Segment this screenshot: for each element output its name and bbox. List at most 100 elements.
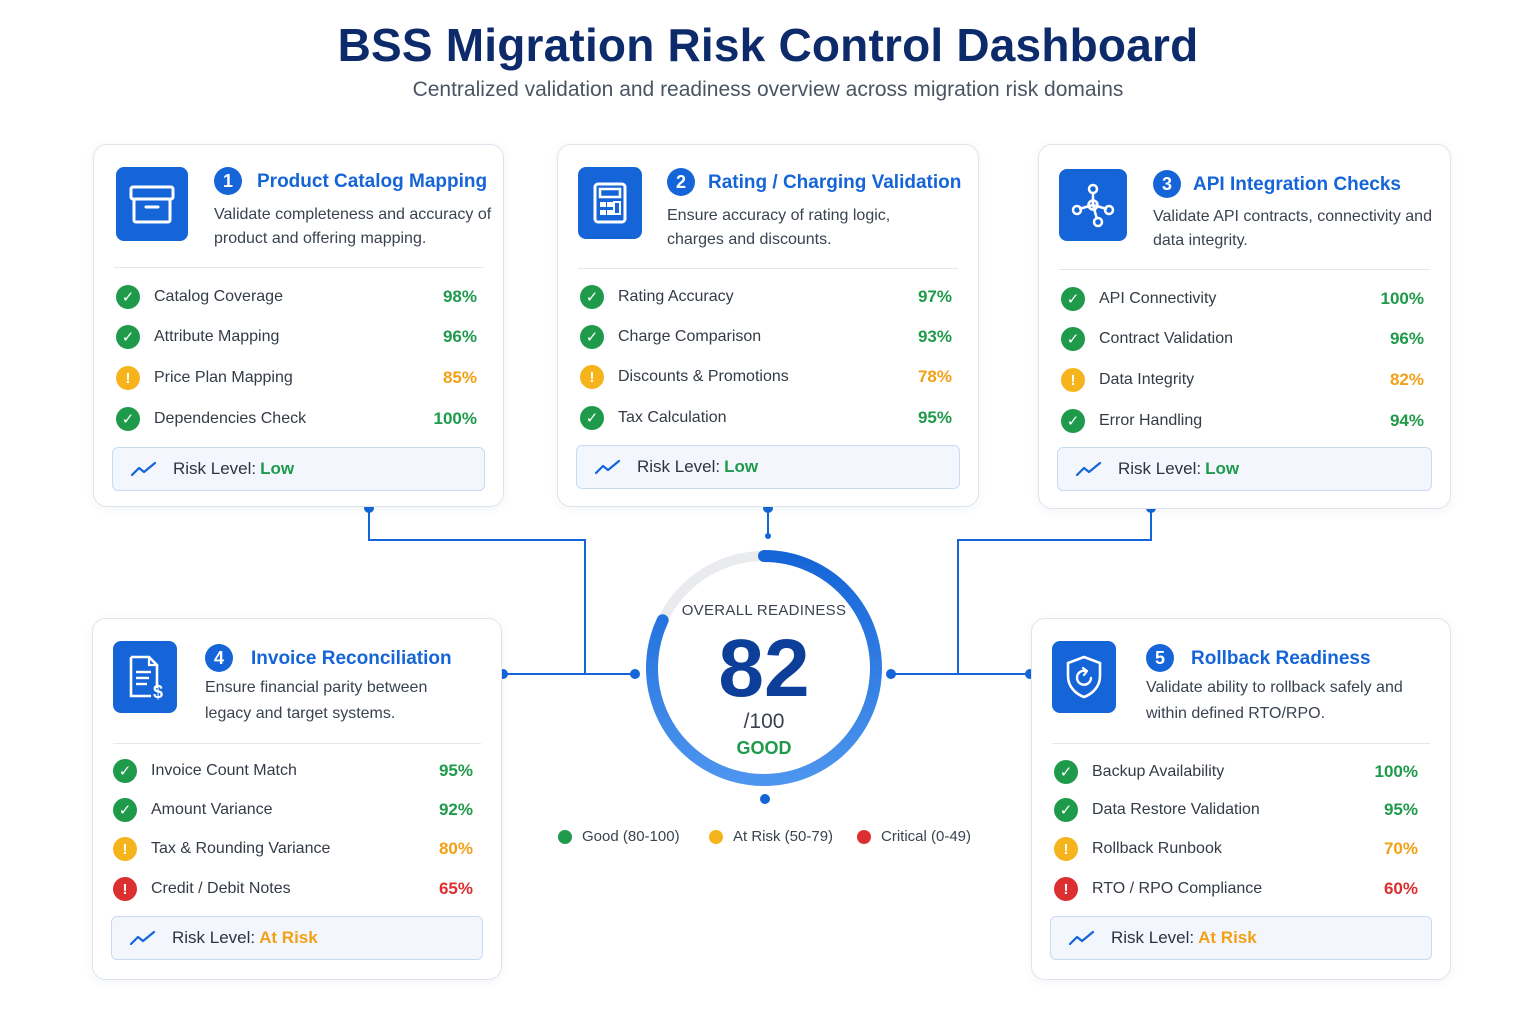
metric-value: 96% [442, 327, 477, 346]
metric-value: 98% [442, 287, 477, 306]
metric-label: Invoice Count Match [151, 762, 297, 779]
risk-level-value: Low [260, 459, 295, 478]
card-number-badge: 2 [667, 168, 695, 196]
card-number-badge: 3 [1153, 170, 1181, 198]
metric-label: Dependencies Check [154, 410, 307, 427]
svg-text:$: $ [153, 682, 163, 700]
metric-value: 100% [1380, 289, 1424, 308]
warning-icon: ! [113, 837, 137, 861]
metric-value: 94% [1389, 411, 1424, 430]
metric-label: Discounts & Promotions [618, 368, 789, 385]
check-icon: ✓ [1054, 760, 1078, 784]
metric-label: Rating Accuracy [618, 288, 734, 305]
check-icon: ✓ [1061, 287, 1085, 311]
check-icon: ✓ [1061, 409, 1085, 433]
check-icon: ✓ [116, 285, 140, 309]
metric-label: Price Plan Mapping [154, 369, 293, 386]
check-icon: ✓ [116, 325, 140, 349]
metric-value: 100% [433, 409, 477, 428]
risk-level-value: Low [1205, 459, 1240, 478]
metric-row: ✓ Charge Comparison 93% [580, 322, 952, 352]
legend-dot [857, 829, 871, 844]
card-description: Validate ability to rollback safely and … [1146, 679, 1403, 722]
warning-icon: ! [1061, 368, 1085, 392]
gauge-progress-arc [646, 550, 882, 786]
metric-label: Catalog Coverage [154, 288, 283, 305]
card-title: API Integration Checks [1193, 174, 1401, 195]
legend-label: Critical (0-49) [881, 828, 972, 845]
metric-value: 85% [442, 368, 477, 387]
trend-icon [131, 461, 157, 477]
metric-label: Tax Calculation [618, 409, 727, 426]
risk-level-bar: Risk Level: Low [576, 445, 960, 489]
metric-row: ✓ Attribute Mapping 96% [116, 322, 477, 352]
gauge-rating: GOOD [736, 738, 792, 758]
metric-label: RTO / RPO Compliance [1092, 880, 1263, 897]
risk-level-label: Risk Level: [173, 459, 257, 478]
card-api-integration-checks[interactable]: 3 API Integration Checks Validate API co… [1038, 144, 1451, 509]
shield-icon [1052, 641, 1116, 713]
metric-label: Credit / Debit Notes [151, 880, 291, 897]
page-title: BSS Migration Risk Control Dashboard [337, 19, 1199, 71]
card-product-catalog-mapping[interactable]: 1 Product Catalog Mapping Validate compl… [93, 144, 504, 507]
metric-row: ! Tax & Rounding Variance 80% [113, 834, 473, 864]
metric-row: ! Rollback Runbook 70% [1054, 834, 1418, 864]
card-number-badge: 1 [214, 167, 242, 195]
check-icon: ✓ [580, 325, 604, 349]
metric-row: ✓ Dependencies Check 100% [116, 404, 477, 434]
metric-value: 95% [917, 408, 952, 427]
invoice-icon: $ [113, 641, 177, 713]
metric-row: ✓ Amount Variance 92% [113, 795, 473, 825]
warning-icon: ! [580, 365, 604, 389]
risk-level-label: Risk Level: [637, 457, 721, 476]
metric-row: ✓ Backup Availability 100% [1054, 757, 1418, 787]
card-rating-charging-validation[interactable]: 2 Rating / Charging Validation Ensure ac… [557, 144, 979, 507]
trend-icon [130, 930, 156, 946]
metric-label: Tax & Rounding Variance [151, 840, 331, 857]
warning-icon: ! [1054, 837, 1078, 861]
metric-row: ! Data Integrity 82% [1061, 365, 1424, 395]
card-invoice-reconciliation[interactable]: $ 4 Invoice Reconciliation Ensure financ… [92, 618, 502, 980]
metric-row: ! Discounts & Promotions 78% [580, 362, 952, 392]
metric-value: 95% [1383, 800, 1418, 819]
metric-value: 93% [917, 327, 952, 346]
metric-value: 80% [438, 839, 473, 858]
check-icon: ✓ [1061, 327, 1085, 351]
legend-at-risk: At Risk (50-79) [709, 828, 833, 845]
metric-row: ✓ Tax Calculation 95% [580, 403, 952, 433]
risk-level-bar: Risk Level: Low [112, 447, 485, 491]
risk-level-value: At Risk [1198, 928, 1257, 947]
box-icon [116, 167, 188, 241]
trend-icon [595, 459, 621, 475]
metric-value: 96% [1389, 329, 1424, 348]
metric-label: Backup Availability [1092, 763, 1225, 780]
metric-row: ✓ Rating Accuracy 97% [580, 282, 952, 312]
card-divider [113, 743, 481, 744]
check-icon: ✓ [113, 798, 137, 822]
metric-label: API Connectivity [1099, 290, 1217, 307]
metric-label: Contract Validation [1099, 330, 1233, 347]
metric-row: ! Price Plan Mapping 85% [116, 363, 477, 393]
card-number-badge: 4 [205, 644, 233, 672]
metric-label: Attribute Mapping [154, 328, 280, 345]
card-rollback-readiness[interactable]: 5 Rollback Readiness Validate ability to… [1031, 618, 1451, 980]
card-number-badge: 5 [1146, 644, 1174, 672]
card-divider [1052, 743, 1430, 744]
legend-dot [709, 829, 723, 844]
metric-label: Data Integrity [1099, 371, 1195, 388]
check-icon: ✓ [113, 759, 137, 783]
metric-label: Amount Variance [151, 801, 273, 818]
metric-label: Charge Comparison [618, 328, 762, 345]
metric-label: Error Handling [1099, 412, 1203, 429]
metric-row: ✓ Data Restore Validation 95% [1054, 795, 1418, 825]
risk-level-label: Risk Level: [1111, 928, 1195, 947]
metric-label: Rollback Runbook [1092, 840, 1222, 857]
page-subtitle: Centralized validation and readiness ove… [412, 78, 1124, 101]
trend-icon [1076, 461, 1102, 477]
network-icon [1059, 169, 1127, 241]
card-title: Rating / Charging Validation [708, 172, 962, 193]
gauge-title: OVERALL READINESS [681, 602, 847, 619]
check-icon: ✓ [1054, 798, 1078, 822]
check-icon: ✓ [580, 285, 604, 309]
card-divider [578, 268, 958, 269]
